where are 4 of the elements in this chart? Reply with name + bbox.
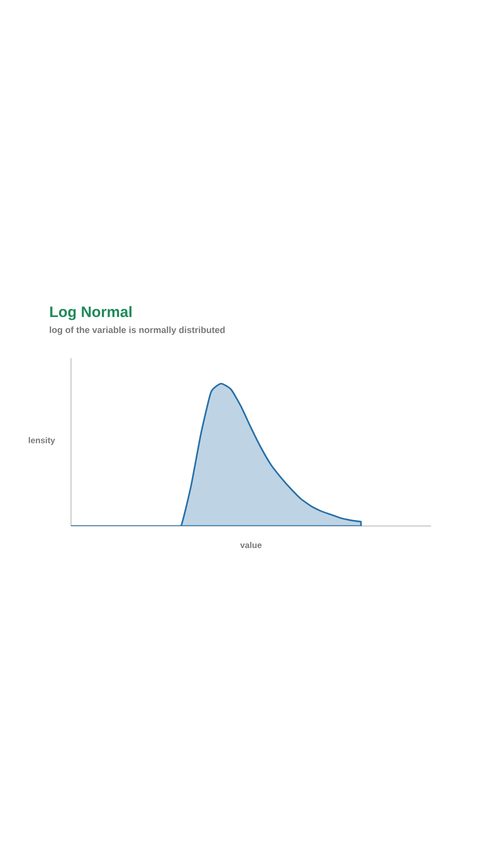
x-axis-title: value	[240, 542, 262, 548]
chart-title: Log Normal	[50, 306, 132, 320]
y-axis-title: lensity	[28, 437, 56, 445]
chart-subtitle: log of the variable is normally distributed	[50, 326, 225, 335]
